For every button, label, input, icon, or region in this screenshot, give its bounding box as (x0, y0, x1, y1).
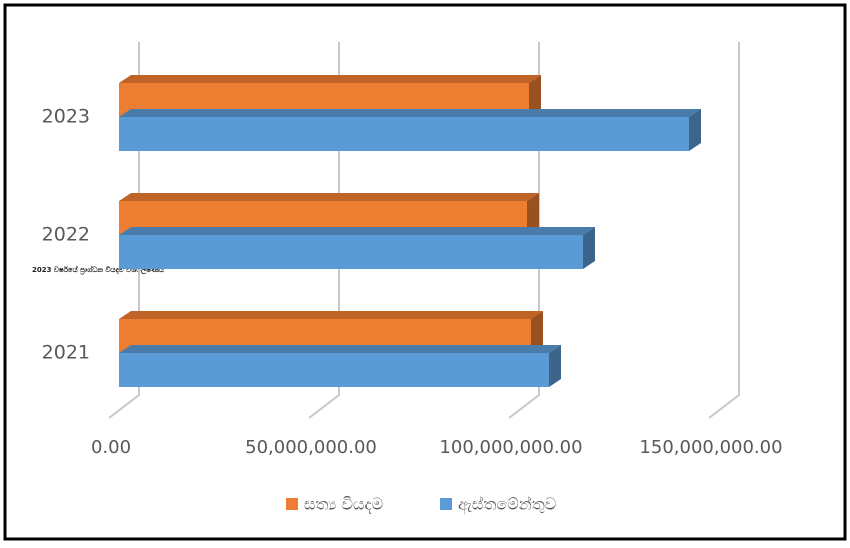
x-tick-label: 50,000,000.00 (245, 437, 377, 458)
x-tick-label: 150,000,000.00 (639, 437, 782, 458)
bar-side (531, 311, 543, 353)
x-tick-label: 0.00 (91, 437, 131, 458)
x-tick-label: 100,000,000.00 (439, 437, 582, 458)
bar-top (119, 75, 541, 83)
bar-side (529, 75, 541, 117)
grid-line (308, 42, 340, 419)
legend-swatch (286, 498, 298, 510)
y-tick-label: 2021 (42, 342, 90, 364)
bar-side (689, 109, 701, 151)
bar-side (583, 227, 595, 269)
y-tick-label: 2023 (42, 106, 90, 128)
legend-label: ඇස්තමේන්තුව (458, 495, 556, 515)
bar-side (527, 193, 539, 235)
legend-swatch (440, 498, 452, 510)
bar-top (119, 109, 701, 117)
bar-top (119, 311, 543, 319)
annotation: 2023 වර්ෂයේ ප්‍රාග්ධන වියදම් විශ්ලේෂණය (32, 266, 164, 275)
bar (119, 117, 689, 151)
bar-top (119, 193, 539, 201)
grid-line (708, 42, 740, 419)
legend-label: සත්‍ය වියදම (304, 495, 383, 514)
bar (119, 353, 549, 387)
bar-top (119, 345, 561, 353)
grid-line (108, 42, 140, 419)
bar (119, 235, 583, 269)
bar-side (549, 345, 561, 387)
y-tick-label: 2022 (42, 224, 90, 246)
bar-top (119, 227, 595, 235)
grid-line (508, 42, 540, 419)
